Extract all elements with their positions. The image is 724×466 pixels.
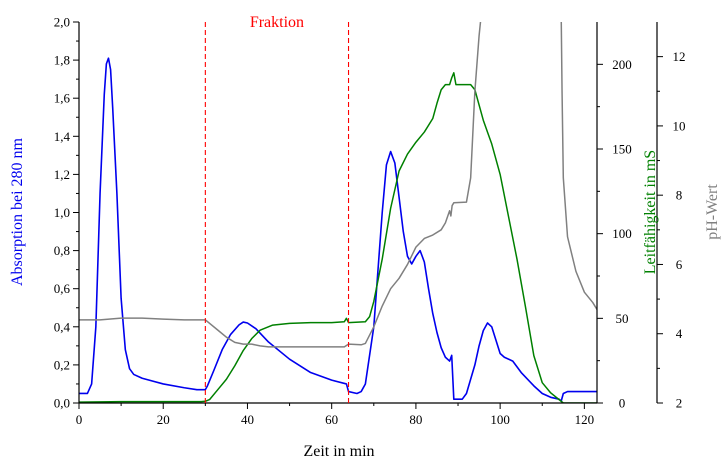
series-layer — [79, 22, 597, 403]
x-tick-label: 60 — [325, 412, 338, 427]
ph-tick-label: 8 — [676, 188, 683, 203]
ph-tick-label: 4 — [676, 326, 683, 341]
x-tick-label: 100 — [490, 412, 510, 427]
x-tick-label: 40 — [241, 412, 254, 427]
absorption-series-line — [79, 57, 597, 402]
conductivity-tick-label: 200 — [612, 57, 632, 72]
annotation-layer: Fraktion — [204, 14, 350, 403]
left-tick-label: 1,6 — [54, 91, 71, 106]
conductivity-axis-label: Leitfähigkeit in mS — [642, 150, 659, 274]
ph-series-line — [79, 22, 597, 348]
ph-tick-label: 10 — [673, 118, 686, 133]
left-tick-label: 2,0 — [54, 15, 70, 30]
ph-tick-label: 2 — [676, 396, 683, 411]
left-tick-label: 1,8 — [54, 53, 70, 68]
x-tick-label: 80 — [409, 412, 422, 427]
conductivity-axis: 0 50 100 150 200 — [597, 57, 632, 411]
conductivity-tick-label: 150 — [612, 142, 632, 157]
conductivity-series-line — [79, 72, 597, 403]
x-axis-label: Zeit in min — [303, 443, 374, 460]
ph-tick-label: 6 — [676, 257, 683, 272]
fraction-label: Fraktion — [250, 14, 304, 31]
x-tick-label: 120 — [575, 412, 595, 427]
x-tick-label: 0 — [76, 412, 83, 427]
left-axis-label: Absorption bei 280 nm — [9, 137, 26, 286]
axes-frame — [78, 22, 658, 404]
ph-tick-label: 12 — [673, 49, 686, 64]
left-y-axis: 0,0 0,2 0,4 0,6 0,8 1,0 1,2 1,4 1,6 1,8 2,0 — [54, 15, 79, 411]
x-axis: 0 20 40 60 80 100 120 — [76, 403, 594, 427]
left-tick-label: 1,2 — [54, 167, 70, 182]
x-tick-label: 20 — [157, 412, 170, 427]
conductivity-tick-label: 100 — [612, 226, 632, 241]
left-tick-label: 1,0 — [54, 205, 70, 220]
conductivity-tick-label: 0 — [619, 396, 626, 411]
left-tick-label: 0,0 — [54, 396, 70, 411]
ph-axis: 2 4 6 8 10 12 — [657, 49, 686, 411]
conductivity-tick-label: 50 — [616, 311, 629, 326]
ph-axis-label: pH-Wert — [704, 184, 721, 240]
left-tick-label: 0,4 — [54, 319, 71, 334]
left-tick-label: 1,4 — [54, 129, 71, 144]
left-tick-label: 0,6 — [54, 281, 71, 296]
left-tick-label: 0,2 — [54, 357, 70, 372]
left-tick-label: 0,8 — [54, 243, 70, 258]
